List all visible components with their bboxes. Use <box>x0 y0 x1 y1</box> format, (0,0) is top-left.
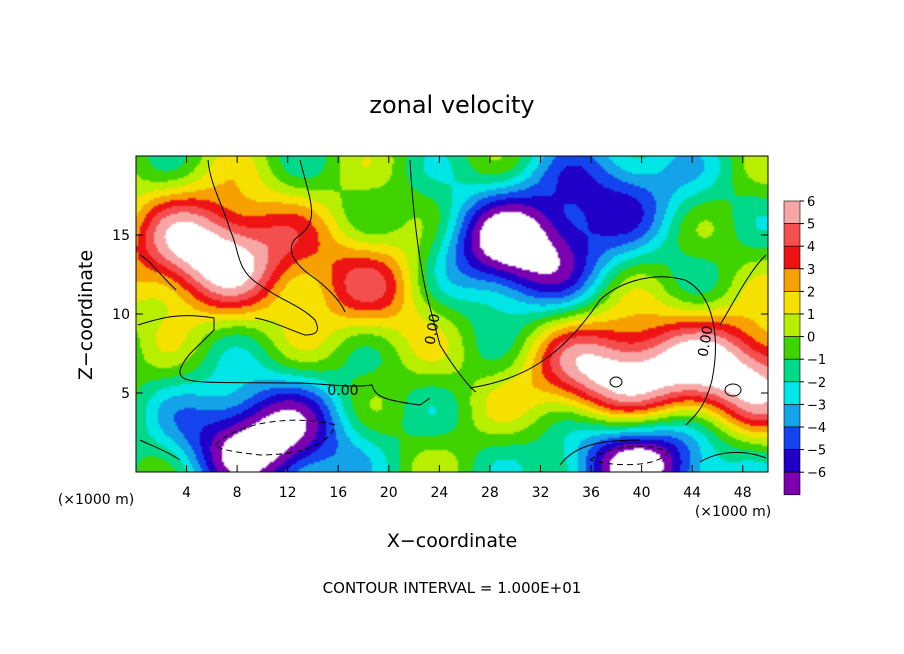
x-tick-labels: 4 8 12 16 20 24 28 32 36 40 44 48 <box>182 485 752 501</box>
colorbar-swatch <box>783 449 801 473</box>
velocity-field <box>136 156 768 472</box>
x-tick-label: 48 <box>734 485 752 501</box>
x-tick-label: 20 <box>380 485 398 501</box>
x-tick-label: 32 <box>532 485 550 501</box>
colorbar-label: 1 <box>807 308 815 323</box>
x-tick-label: 8 <box>233 485 242 501</box>
z-tick-label: 10 <box>112 307 130 323</box>
contour-labels: 0.00 0.00 0.00 <box>327 313 716 399</box>
zero-contour-line <box>409 159 477 393</box>
negative-contour-line <box>214 419 336 456</box>
colorbar-swatch <box>783 471 801 496</box>
contour-interval-footer: CONTOUR INTERVAL = 1.000E+01 <box>323 579 582 597</box>
colorbar-label: −5 <box>807 444 826 459</box>
plot-area: 0.00 0.00 0.00 <box>136 156 768 472</box>
z-tick-label: 15 <box>112 228 130 244</box>
x-tick-label: 16 <box>329 485 347 501</box>
colorbar-label: −6 <box>807 466 826 481</box>
zero-contour-line <box>559 439 641 466</box>
z-axis-label: Z−coordinate <box>75 250 97 380</box>
colorbar-swatch <box>783 336 801 360</box>
x-tick-label: 24 <box>430 485 448 501</box>
zero-contour-line <box>207 159 318 336</box>
contour-label: 0.00 <box>695 325 716 358</box>
zero-contour-line <box>137 315 431 406</box>
x-tick-label: 12 <box>279 485 297 501</box>
zero-contour-line <box>699 451 767 463</box>
colorbar-label: −2 <box>807 376 826 391</box>
zero-contours <box>137 159 767 466</box>
x-tick-label: 36 <box>582 485 600 501</box>
colorbar-label: 6 <box>807 195 815 210</box>
colorbar-swatch <box>783 200 801 224</box>
colorbar-swatch <box>783 268 801 292</box>
colorbar-swatch <box>783 245 801 270</box>
zero-contour-line <box>139 439 181 461</box>
x-tick-label: 40 <box>633 485 651 501</box>
x-tick-label: 28 <box>481 485 499 501</box>
colorbar-label: 0 <box>807 331 815 346</box>
negative-contour-line <box>589 445 669 466</box>
colorbar-swatch <box>783 358 801 383</box>
zero-contour-line <box>724 383 742 397</box>
colorbar-swatch <box>783 223 801 247</box>
colorbar-swatch <box>783 381 801 405</box>
z-tick-label: 5 <box>121 386 130 402</box>
colorbar-label: 5 <box>807 218 815 233</box>
z-tick-labels: 5 10 15 <box>112 228 130 402</box>
z-unit-label: (×1000 m) <box>58 492 134 508</box>
colorbar-label: −4 <box>807 421 826 436</box>
contour-label: 0.00 <box>327 383 358 399</box>
colorbar-label: 3 <box>807 263 815 278</box>
colorbar: 6 5 4 3 2 1 0 −1 −2 −3 −4 −5 −6 <box>783 195 826 496</box>
colorbar-label: 2 <box>807 285 815 300</box>
x-unit-label: (×1000 m) <box>695 504 771 520</box>
colorbar-swatch <box>783 404 801 428</box>
x-axis-label: X−coordinate <box>387 530 517 552</box>
zero-contour-line <box>469 276 716 426</box>
zero-contour-line <box>139 254 177 291</box>
contour-label: 0.00 <box>422 313 443 346</box>
colorbar-swatch <box>783 291 801 315</box>
colorbar-swatch <box>783 426 801 450</box>
chart-title: zonal velocity <box>369 91 534 119</box>
x-tick-label: 44 <box>683 485 701 501</box>
zero-contour-line <box>609 376 623 388</box>
axis-ticks <box>136 156 768 472</box>
colorbar-label: 4 <box>807 240 815 255</box>
x-tick-label: 4 <box>182 485 191 501</box>
colorbar-swatch <box>783 313 801 337</box>
colorbar-label: −1 <box>807 353 826 368</box>
colorbar-label: −3 <box>807 398 826 413</box>
zero-contour-line <box>719 254 767 326</box>
zero-contour-line <box>290 159 346 313</box>
